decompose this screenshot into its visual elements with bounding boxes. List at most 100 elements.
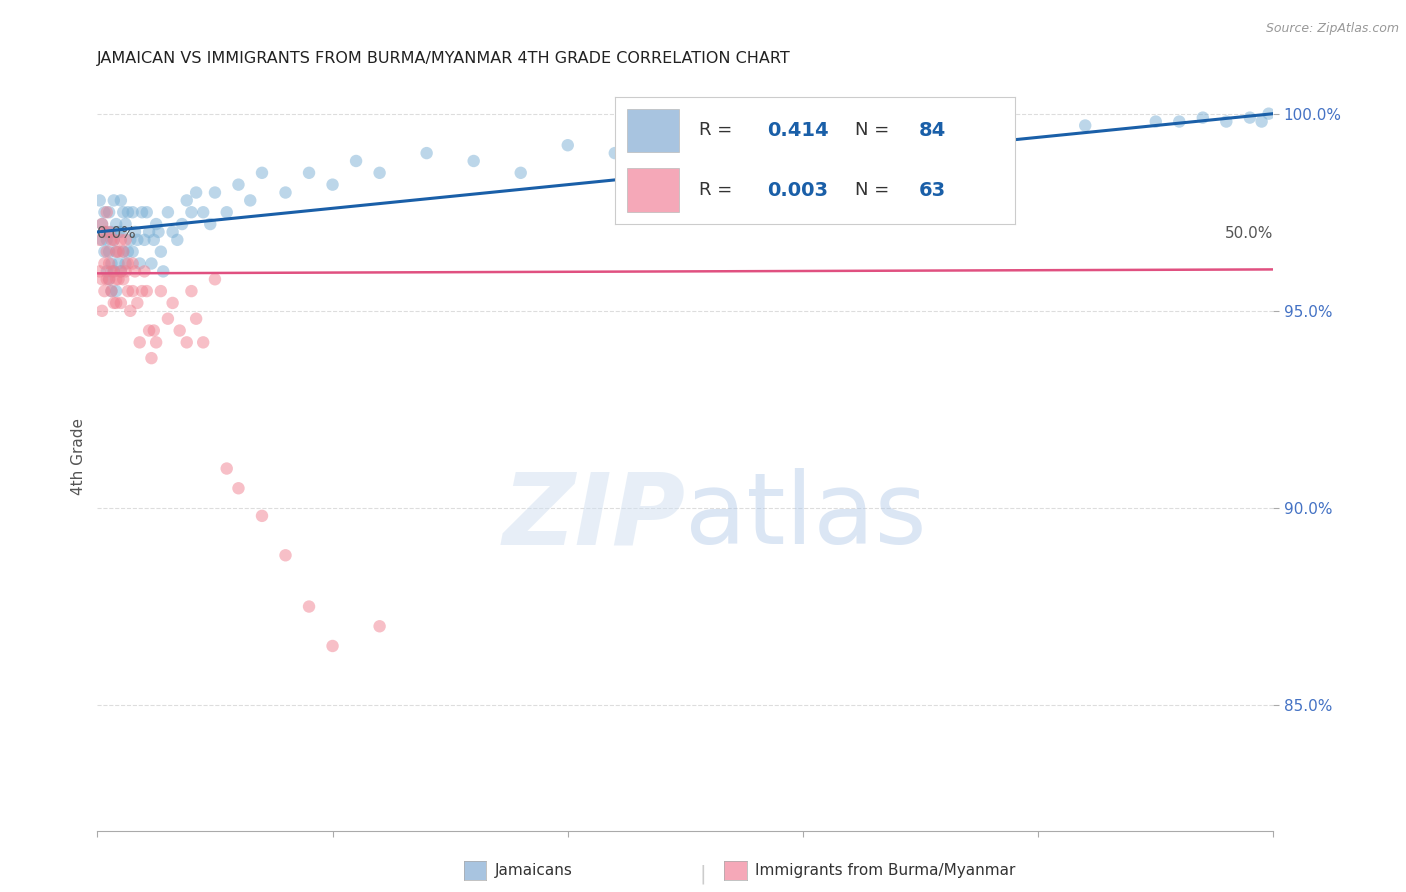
Text: 50.0%: 50.0% [1225, 226, 1274, 241]
Point [112, 244, 135, 259]
Point [149, 244, 172, 259]
Point [1215, 114, 1237, 128]
Point [169, 324, 191, 338]
Point [322, 639, 344, 653]
Point [98, 225, 121, 239]
Point [96, 264, 118, 278]
Point [110, 264, 132, 278]
Point [91, 272, 114, 286]
Point [98, 205, 121, 219]
Point [103, 233, 125, 247]
Point [193, 205, 215, 219]
Point [131, 284, 153, 298]
Text: Source: ZipAtlas.com: Source: ZipAtlas.com [1265, 22, 1399, 36]
Point [112, 272, 135, 286]
Point [103, 296, 125, 310]
Point [200, 217, 222, 231]
Point [134, 233, 156, 247]
Point [1191, 111, 1213, 125]
Point [135, 284, 157, 298]
Point [166, 233, 188, 247]
Point [910, 130, 932, 145]
Point [110, 194, 132, 208]
Y-axis label: 4th Grade: 4th Grade [72, 418, 86, 495]
Point [141, 256, 163, 270]
Point [134, 264, 156, 278]
Point [96, 205, 118, 219]
Point [128, 256, 150, 270]
Point [117, 256, 139, 270]
Point [176, 194, 198, 208]
Point [1239, 111, 1261, 125]
Point [91, 217, 114, 231]
Point [180, 284, 202, 298]
Point [162, 225, 184, 239]
Point [98, 256, 121, 270]
Point [107, 272, 129, 286]
Point [131, 205, 153, 219]
Point [603, 146, 626, 161]
Point [117, 284, 139, 298]
Point [121, 284, 143, 298]
Point [89, 233, 111, 247]
Point [138, 225, 160, 239]
Point [103, 233, 125, 247]
Point [228, 481, 250, 495]
Point [250, 166, 273, 180]
Point [98, 244, 121, 259]
Point [105, 217, 128, 231]
Text: atlas: atlas [685, 468, 927, 566]
Point [1144, 114, 1167, 128]
Point [91, 233, 114, 247]
Point [142, 324, 165, 338]
Point [368, 619, 391, 633]
Point [114, 256, 136, 270]
Point [152, 264, 174, 278]
Point [107, 256, 129, 270]
Point [93, 284, 115, 298]
Point [673, 153, 696, 168]
Point [142, 233, 165, 247]
Point [110, 233, 132, 247]
Point [127, 296, 149, 310]
Point [120, 303, 142, 318]
Point [103, 264, 125, 278]
Point [745, 138, 768, 153]
Point [100, 256, 122, 270]
Point [105, 284, 128, 298]
Point [100, 284, 122, 298]
Point [138, 324, 160, 338]
Point [112, 205, 135, 219]
Point [110, 225, 132, 239]
Point [114, 217, 136, 231]
Point [135, 205, 157, 219]
Point [176, 335, 198, 350]
Point [103, 264, 125, 278]
Point [124, 264, 146, 278]
Point [298, 166, 321, 180]
Point [839, 146, 862, 161]
Point [204, 272, 226, 286]
Point [170, 217, 193, 231]
Point [114, 233, 136, 247]
Point [228, 178, 250, 192]
Point [91, 303, 114, 318]
Point [105, 244, 128, 259]
Point [215, 205, 238, 219]
Point [149, 284, 172, 298]
Point [156, 311, 179, 326]
Point [89, 194, 111, 208]
Point [1250, 114, 1272, 128]
Point [322, 178, 344, 192]
Point [103, 194, 125, 208]
Point [117, 205, 139, 219]
Point [1074, 119, 1097, 133]
Point [120, 233, 142, 247]
Point [91, 217, 114, 231]
Text: ZIP: ZIP [502, 468, 685, 566]
Point [93, 244, 115, 259]
Point [100, 284, 122, 298]
Point [121, 205, 143, 219]
Point [124, 225, 146, 239]
Point [980, 127, 1002, 141]
